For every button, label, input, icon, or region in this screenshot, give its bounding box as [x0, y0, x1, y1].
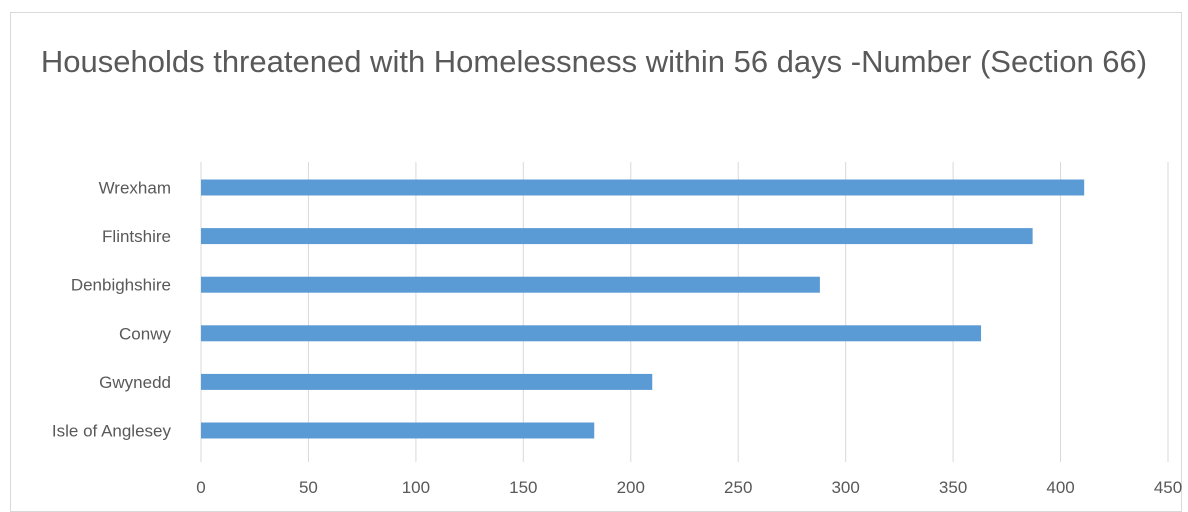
category-label: Isle of Anglesey [52, 422, 172, 441]
bars [201, 179, 1085, 439]
x-tick-label: 400 [1046, 478, 1074, 497]
bar [201, 276, 820, 293]
bar [201, 228, 1033, 245]
x-tick-label: 150 [509, 478, 537, 497]
category-label: Conwy [119, 324, 171, 343]
x-tick-label: 0 [196, 478, 205, 497]
category-label: Denbighshire [71, 276, 171, 295]
x-tick-label: 50 [299, 478, 318, 497]
x-tick-label: 100 [402, 478, 430, 497]
x-tick-label: 250 [724, 478, 752, 497]
chart-plot: Wrexham Flintshire Denbighshire Conwy Gwyned… [52, 162, 1182, 497]
category-label: Flintshire [102, 227, 171, 246]
category-labels: Wrexham Flintshire Denbighshire Conwy Gwyned… [52, 179, 172, 441]
x-tick-label: 200 [617, 478, 645, 497]
category-label: Wrexham [99, 179, 171, 198]
bar [201, 179, 1085, 196]
bar [201, 325, 982, 342]
chart-title: Households threatened with Homelessness … [40, 44, 1148, 79]
x-tick-label: 300 [831, 478, 859, 497]
tick-labels: 0 50 100 150 200 250 300 350 400 450 [196, 478, 1182, 497]
gridlines [200, 162, 1169, 462]
x-tick-label: 450 [1154, 478, 1182, 497]
category-label: Gwynedd [99, 373, 171, 392]
x-tick-label: 350 [939, 478, 967, 497]
bar [201, 422, 595, 439]
bar [201, 373, 653, 390]
